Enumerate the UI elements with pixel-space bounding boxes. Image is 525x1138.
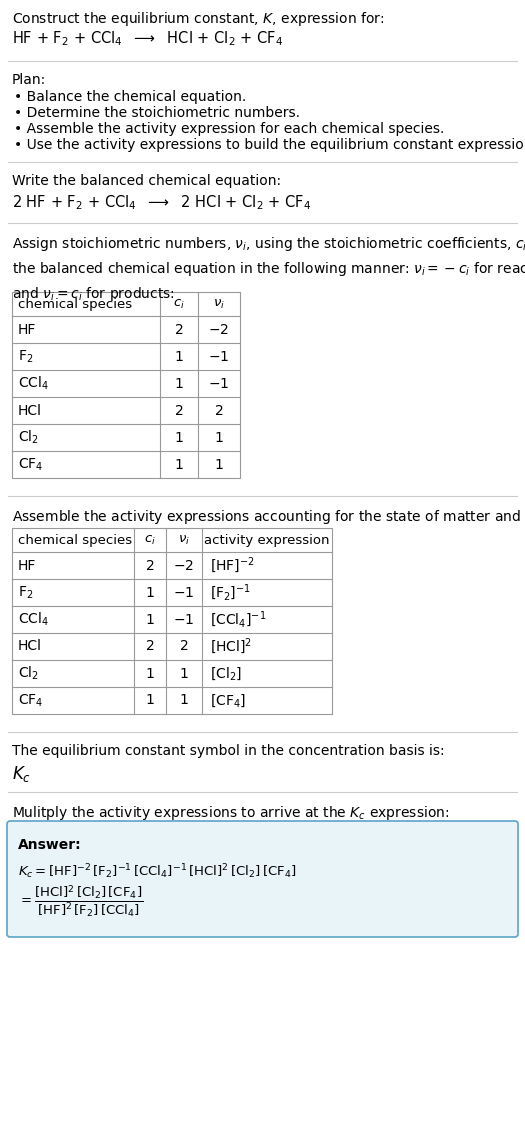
Text: Cl$_2$: Cl$_2$	[18, 429, 39, 446]
Text: The equilibrium constant symbol in the concentration basis is:: The equilibrium constant symbol in the c…	[12, 744, 445, 758]
Text: • Use the activity expressions to build the equilibrium constant expression.: • Use the activity expressions to build …	[14, 138, 525, 152]
Text: 2: 2	[175, 404, 183, 418]
Text: $\nu_i$: $\nu_i$	[178, 534, 190, 546]
Text: 1: 1	[180, 667, 188, 681]
Text: 2: 2	[145, 640, 154, 653]
Text: HF: HF	[18, 322, 36, 337]
Text: 2: 2	[175, 322, 183, 337]
Text: $c_i$: $c_i$	[173, 297, 185, 311]
Text: 2 HF + F$_2$ + CCl$_4$  $\longrightarrow$  2 HCl + Cl$_2$ + CF$_4$: 2 HF + F$_2$ + CCl$_4$ $\longrightarrow$…	[12, 193, 311, 212]
Text: CCl$_4$: CCl$_4$	[18, 611, 49, 628]
Text: Assign stoichiometric numbers, $\nu_i$, using the stoichiometric coefficients, $: Assign stoichiometric numbers, $\nu_i$, …	[12, 236, 525, 304]
Text: $-1$: $-1$	[173, 612, 195, 627]
Text: 1: 1	[145, 585, 154, 600]
Text: HF: HF	[18, 559, 36, 572]
Text: 1: 1	[145, 693, 154, 708]
Text: Write the balanced chemical equation:: Write the balanced chemical equation:	[12, 174, 281, 188]
Bar	[12, 528, 332, 714]
Text: HF + F$_2$ + CCl$_4$  $\longrightarrow$  HCl + Cl$_2$ + CF$_4$: HF + F$_2$ + CCl$_4$ $\longrightarrow$ H…	[12, 28, 284, 48]
Text: 1: 1	[180, 693, 188, 708]
Text: $-2$: $-2$	[173, 559, 194, 572]
Text: [CF$_4$]: [CF$_4$]	[210, 692, 246, 709]
Text: Answer:: Answer:	[18, 838, 81, 852]
Text: $= \dfrac{[\mathrm{HCl}]^{2}\,[\mathrm{Cl_2}]\,[\mathrm{CF_4}]}{[\mathrm{HF}]^{2: $= \dfrac{[\mathrm{HCl}]^{2}\,[\mathrm{C…	[18, 884, 143, 921]
Text: 1: 1	[215, 457, 224, 471]
Text: HCl: HCl	[18, 404, 42, 418]
Text: [F$_2$]$^{-1}$: [F$_2$]$^{-1}$	[210, 583, 251, 603]
Text: $K_c = [\mathrm{HF}]^{-2}\,[\mathrm{F_2}]^{-1}\,[\mathrm{CCl_4}]^{-1}\,[\mathrm{: $K_c = [\mathrm{HF}]^{-2}\,[\mathrm{F_2}…	[18, 861, 297, 881]
Text: [HCl]$^2$: [HCl]$^2$	[210, 636, 252, 657]
Text: Cl$_2$: Cl$_2$	[18, 665, 39, 682]
Text: $-1$: $-1$	[173, 585, 195, 600]
Text: [Cl$_2$]: [Cl$_2$]	[210, 665, 242, 682]
Text: CCl$_4$: CCl$_4$	[18, 374, 49, 393]
Text: $c_i$: $c_i$	[144, 534, 156, 546]
Text: [CCl$_4$]$^{-1}$: [CCl$_4$]$^{-1}$	[210, 609, 266, 629]
Text: chemical species: chemical species	[18, 534, 132, 546]
Text: 1: 1	[145, 612, 154, 627]
Text: Mulitply the activity expressions to arrive at the $K_c$ expression:: Mulitply the activity expressions to arr…	[12, 805, 449, 822]
Text: $-1$: $-1$	[208, 349, 229, 363]
Text: • Balance the chemical equation.: • Balance the chemical equation.	[14, 90, 246, 104]
Text: 1: 1	[174, 349, 183, 363]
Text: • Determine the stoichiometric numbers.: • Determine the stoichiometric numbers.	[14, 106, 300, 119]
Text: 1: 1	[174, 377, 183, 390]
Text: $\nu_i$: $\nu_i$	[213, 297, 225, 311]
Text: 1: 1	[174, 457, 183, 471]
Text: CF$_4$: CF$_4$	[18, 456, 44, 472]
Bar	[12, 292, 240, 478]
Text: Construct the equilibrium constant, $K$, expression for:: Construct the equilibrium constant, $K$,…	[12, 10, 384, 28]
Text: F$_2$: F$_2$	[18, 348, 34, 364]
Text: Assemble the activity expressions accounting for the state of matter and $\nu_i$: Assemble the activity expressions accoun…	[12, 508, 525, 526]
Text: Plan:: Plan:	[12, 73, 46, 86]
Text: 1: 1	[174, 430, 183, 445]
Text: $-2$: $-2$	[208, 322, 229, 337]
Text: activity expression: activity expression	[204, 534, 330, 546]
Text: 1: 1	[145, 667, 154, 681]
Text: 1: 1	[215, 430, 224, 445]
FancyBboxPatch shape	[7, 820, 518, 937]
Text: chemical species: chemical species	[18, 297, 132, 311]
Text: CF$_4$: CF$_4$	[18, 692, 44, 709]
Text: 2: 2	[215, 404, 223, 418]
Text: F$_2$: F$_2$	[18, 584, 34, 601]
Text: [HF]$^{-2}$: [HF]$^{-2}$	[210, 555, 254, 576]
Text: $K_c$: $K_c$	[12, 764, 31, 784]
Text: 2: 2	[180, 640, 188, 653]
Text: • Assemble the activity expression for each chemical species.: • Assemble the activity expression for e…	[14, 122, 444, 137]
Text: HCl: HCl	[18, 640, 42, 653]
Text: $-1$: $-1$	[208, 377, 229, 390]
Text: 2: 2	[145, 559, 154, 572]
